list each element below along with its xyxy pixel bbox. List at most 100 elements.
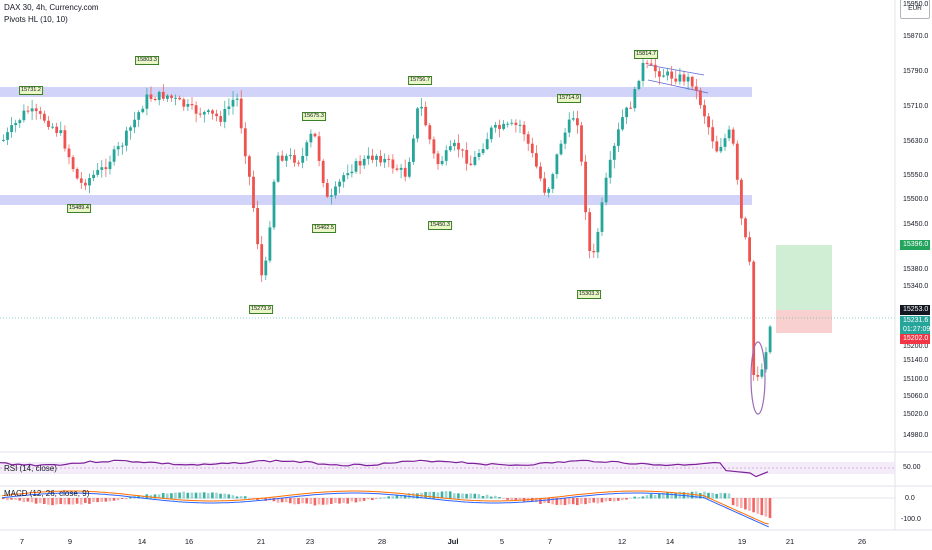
candle-body: [47, 120, 50, 127]
candle-body: [92, 174, 95, 179]
candle-body: [256, 208, 259, 245]
macd-bar: [600, 498, 604, 503]
macd-bar: [141, 496, 144, 499]
macd-bar: [321, 498, 325, 505]
macd-bar: [588, 498, 591, 504]
candle-body: [297, 162, 300, 164]
candle-body: [477, 153, 481, 157]
candle-body: [612, 145, 616, 160]
macd-bar: [436, 492, 440, 499]
flag-top-line: [647, 64, 705, 76]
candle-body: [129, 127, 132, 131]
candle-body: [153, 98, 157, 101]
macd-bar: [489, 496, 493, 499]
macd-bar: [547, 498, 550, 504]
take-profit-zone: [776, 245, 832, 310]
pivot-low-label: 15450.3: [428, 221, 452, 230]
macd-bar: [481, 495, 485, 499]
macd-bar: [768, 498, 772, 519]
candle-body: [489, 127, 493, 140]
macd-bar: [223, 493, 226, 499]
candle-body: [104, 167, 108, 170]
candle-body: [485, 139, 489, 150]
macd-bar: [157, 494, 161, 499]
macd-bar: [440, 491, 444, 499]
macd-bar: [59, 498, 62, 505]
candle-body: [280, 155, 284, 161]
macd-bar: [231, 495, 235, 499]
macd-label[interactable]: MACD (12, 26, close, 9): [4, 489, 90, 498]
time-axis-label: 21: [256, 537, 266, 546]
macd-bar: [617, 498, 620, 501]
macd-bar: [571, 498, 575, 505]
candle-body: [514, 122, 518, 126]
candle-body: [55, 126, 59, 134]
pivot-low-label: 15303.3: [577, 290, 601, 299]
macd-bar: [104, 498, 108, 502]
candle-body: [403, 167, 407, 177]
pivot-low-label: 15462.5: [312, 224, 336, 233]
macd-bar: [494, 495, 497, 499]
macd-bar: [399, 494, 403, 499]
macd-bar: [592, 498, 595, 503]
macd-bar: [129, 496, 132, 499]
macd-bar: [366, 498, 370, 500]
candle-body: [239, 98, 243, 129]
candle-body: [108, 161, 112, 170]
macd-bar: [100, 498, 103, 502]
price-axis-label: 15100.0: [903, 376, 929, 383]
macd-bar: [350, 498, 354, 502]
macd-bar: [666, 492, 669, 499]
time-axis-label: 21: [785, 537, 795, 546]
candle-body: [182, 99, 186, 107]
macd-bar: [535, 498, 538, 503]
candle-body: [383, 158, 387, 163]
candle-body: [617, 129, 620, 146]
countdown-badge: 01:27:09: [900, 325, 930, 335]
macd-bar: [674, 492, 677, 499]
macd-bar: [297, 498, 300, 505]
indicator-label[interactable]: Pivots HL (10, 10): [4, 15, 68, 24]
price-axis-label: 15870.0: [903, 33, 929, 40]
candle-body: [498, 124, 501, 129]
candle-body: [22, 110, 26, 121]
candle-body: [248, 156, 251, 177]
candle-body: [629, 107, 633, 109]
macd-line: [1, 492, 769, 528]
macd-bar: [55, 498, 58, 505]
macd-bar: [317, 498, 321, 505]
candle-body: [219, 116, 223, 122]
time-axis-label: 26: [857, 537, 867, 546]
entry-badge: 15253.0: [900, 305, 930, 315]
candle-body: [457, 142, 460, 150]
candle-body: [744, 218, 747, 238]
candle-body: [133, 119, 136, 128]
candle-body: [407, 161, 411, 177]
currency-button[interactable]: EUR: [900, 0, 930, 19]
candle-body: [231, 99, 235, 107]
rsi-line: [0, 459, 769, 478]
macd-bar: [190, 492, 194, 499]
candle-body: [682, 74, 686, 82]
stop-loss-badge: 15202.0: [900, 334, 930, 344]
candle-body: [149, 94, 153, 99]
candle-body: [18, 120, 22, 124]
macd-bar: [715, 493, 718, 499]
candle-body: [67, 148, 71, 158]
candle-body: [325, 183, 329, 197]
price-axis-label: 15450.0: [903, 221, 929, 228]
macd-bar: [112, 498, 116, 501]
macd-bar: [362, 498, 366, 501]
symbol-title[interactable]: DAX 30, 4h, Currency.com: [4, 3, 99, 12]
price-axis-label: 15630.0: [903, 138, 929, 145]
macd-bar: [75, 498, 79, 504]
macd-bar: [551, 498, 554, 505]
macd-bar: [633, 496, 636, 499]
macd-bar: [596, 498, 600, 504]
time-axis-label: 19: [737, 537, 747, 546]
rsi-label[interactable]: RSI (14, close): [4, 464, 57, 473]
candle-body: [535, 153, 538, 167]
macd-bar: [51, 498, 54, 506]
